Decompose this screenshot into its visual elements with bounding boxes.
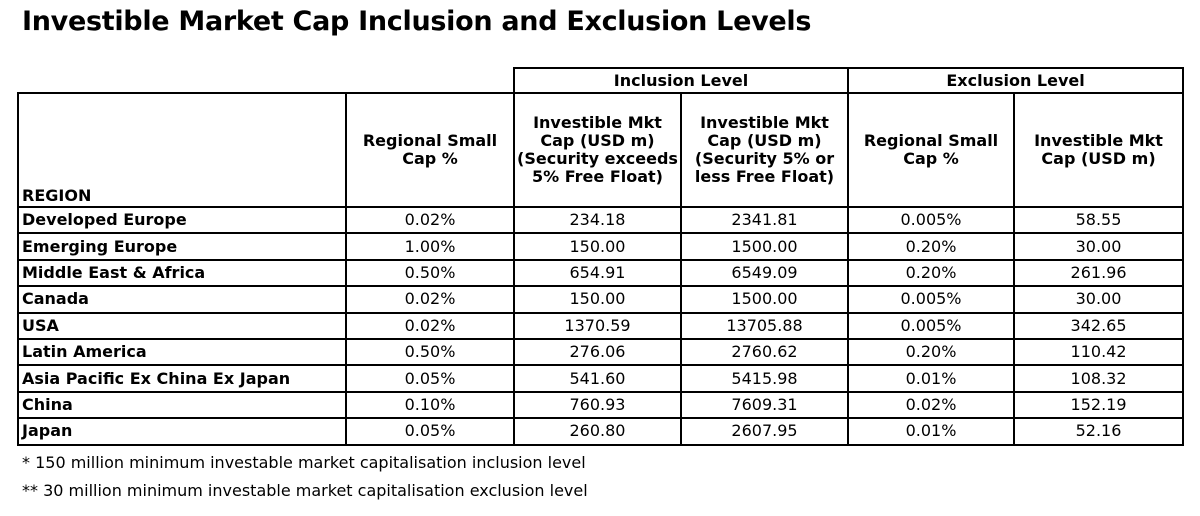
- region-cell: Middle East & Africa: [17, 258, 347, 288]
- exclusion-regional-small-cap-cell: 0.20%: [847, 232, 1016, 261]
- table-row: Developed Europe 0.02% 234.18 2341.81 0.005%…: [17, 205, 1185, 235]
- exclusion-mkt-cap-cell: 152.19: [1013, 390, 1185, 420]
- exclusion-regional-small-cap-cell: 0.005%: [847, 311, 1016, 340]
- inclusion-mkt-cap-exceeds-cell: 654.91: [513, 258, 682, 288]
- exclusion-mkt-cap-cell: 110.42: [1013, 337, 1185, 367]
- inclusion-mkt-cap-less-cell: 1500.00: [679, 232, 850, 261]
- table-row: Asia Pacific Ex China Ex Japan 0.05% 541.6…: [17, 364, 1185, 393]
- group-header-row: Inclusion Level Exclusion Level: [18, 67, 1185, 94]
- table-row: Latin America 0.50% 276.06 2760.62 0.20% 110.…: [17, 337, 1185, 367]
- inclusion-mkt-cap-exceeds-cell: 150.00: [513, 285, 682, 314]
- footnote-exclusion: ** 30 million minimum investable market …: [22, 481, 588, 500]
- exclusion-mkt-cap-cell: 108.32: [1013, 364, 1185, 393]
- exclusion-regional-small-cap-cell: 0.20%: [847, 258, 1016, 288]
- regional-small-cap-cell: 0.50%: [345, 337, 515, 367]
- inclusion-mkt-cap-less-cell: 2607.95: [679, 417, 850, 446]
- region-cell: Emerging Europe: [17, 232, 347, 261]
- regional-small-cap-cell: 0.02%: [345, 205, 515, 235]
- exclusion-mkt-cap-cell: 30.00: [1013, 232, 1185, 261]
- exclusion-mkt-cap-cell: 342.65: [1013, 311, 1185, 340]
- header-line: Cap %: [903, 149, 959, 168]
- inclusion-mkt-cap-exceeds-cell: 260.80: [513, 417, 682, 446]
- regional-small-cap-header: Regional Small Cap %: [345, 92, 515, 208]
- regional-small-cap-cell: 0.02%: [345, 285, 515, 314]
- region-cell: Japan: [17, 417, 347, 446]
- inclusion-mkt-cap-less-cell: 7609.31: [679, 390, 850, 420]
- header-line: Cap (USD m): [707, 131, 822, 150]
- table-row: Emerging Europe 1.00% 150.00 1500.00 0.20% 30…: [17, 232, 1185, 261]
- footnote-inclusion: * 150 million minimum investable market …: [22, 453, 586, 472]
- inclusion-mkt-cap-less-cell: 5415.98: [679, 364, 850, 393]
- region-cell: Latin America: [17, 337, 347, 367]
- exclusion-mkt-cap-cell: 30.00: [1013, 285, 1185, 314]
- header-line: less Free Float): [694, 167, 835, 186]
- regional-small-cap-cell: 1.00%: [345, 232, 515, 261]
- inclusion-mkt-cap-exceeds-cell: 760.93: [513, 390, 682, 420]
- inclusion-mkt-cap-less-cell: 1500.00: [679, 285, 850, 314]
- table-row: China 0.10% 760.93 7609.31 0.02% 152.19: [17, 390, 1185, 420]
- exclusion-regional-small-cap-cell: 0.02%: [847, 390, 1016, 420]
- table-body: Developed Europe 0.02% 234.18 2341.81 0.005%…: [17, 205, 1185, 446]
- exclusion-mkt-cap-cell: 58.55: [1013, 205, 1185, 235]
- header-line: Cap (USD m): [1041, 149, 1156, 168]
- inclusion-mkt-cap-less-header: Investible Mkt Cap (USD m) (Security 5% …: [679, 92, 850, 208]
- regional-small-cap-cell: 0.02%: [345, 311, 515, 340]
- exclusion-regional-small-cap-header: Regional Small Cap %: [847, 92, 1016, 208]
- region-column-header: REGION: [17, 92, 347, 208]
- exclusion-regional-small-cap-cell: 0.01%: [847, 417, 1016, 446]
- exclusion-regional-small-cap-cell: 0.20%: [847, 337, 1016, 367]
- header-line: (Security 5% or: [694, 149, 835, 168]
- region-cell: Developed Europe: [17, 205, 347, 235]
- table-row: Canada 0.02% 150.00 1500.00 0.005% 30.00: [17, 285, 1185, 314]
- inclusion-mkt-cap-exceeds-cell: 276.06: [513, 337, 682, 367]
- header-line: Cap %: [402, 149, 458, 168]
- inclusion-mkt-cap-less-cell: 2760.62: [679, 337, 850, 367]
- regional-small-cap-cell: 0.10%: [345, 390, 515, 420]
- inclusion-level-header: Inclusion Level: [512, 67, 850, 94]
- region-cell: Canada: [17, 285, 347, 314]
- inclusion-mkt-cap-exceeds-header: Investible Mkt Cap (USD m) (Security exc…: [513, 92, 682, 208]
- regional-small-cap-cell: 0.05%: [345, 364, 515, 393]
- inclusion-mkt-cap-less-cell: 2341.81: [679, 205, 850, 235]
- regional-small-cap-cell: 0.50%: [345, 258, 515, 288]
- exclusion-mkt-cap-cell: 261.96: [1013, 258, 1185, 288]
- blank-corner: [18, 68, 514, 93]
- inclusion-mkt-cap-exceeds-cell: 1370.59: [513, 311, 682, 340]
- exclusion-regional-small-cap-cell: 0.005%: [847, 285, 1016, 314]
- table-row: Japan 0.05% 260.80 2607.95 0.01% 52.16: [17, 417, 1185, 446]
- header-line: Regional Small: [863, 131, 999, 150]
- header-line: Regional Small: [362, 131, 498, 150]
- header-line: Cap (USD m): [540, 131, 655, 150]
- regional-small-cap-cell: 0.05%: [345, 417, 515, 446]
- inclusion-mkt-cap-exceeds-cell: 150.00: [513, 232, 682, 261]
- inclusion-mkt-cap-exceeds-cell: 234.18: [513, 205, 682, 235]
- header-line: (Security exceeds: [517, 149, 678, 168]
- header-line: 5% Free Float): [532, 167, 663, 186]
- inclusion-mkt-cap-less-cell: 13705.88: [679, 311, 850, 340]
- region-cell: USA: [17, 311, 347, 340]
- header-line: Investible Mkt: [1034, 131, 1163, 150]
- exclusion-mkt-cap-header: Investible Mkt Cap (USD m): [1013, 92, 1185, 208]
- exclusion-mkt-cap-cell: 52.16: [1013, 417, 1185, 446]
- inclusion-mkt-cap-exceeds-cell: 541.60: [513, 364, 682, 393]
- market-cap-table: Inclusion Level Exclusion Level REGION R…: [17, 67, 1185, 446]
- table-row: USA 0.02% 1370.59 13705.88 0.005% 342.65: [17, 311, 1185, 340]
- exclusion-regional-small-cap-cell: 0.01%: [847, 364, 1016, 393]
- exclusion-regional-small-cap-cell: 0.005%: [847, 205, 1016, 235]
- header-line: Investible Mkt: [700, 113, 829, 132]
- column-header-row: REGION Regional Small Cap % Investible M…: [17, 92, 1185, 208]
- inclusion-mkt-cap-less-cell: 6549.09: [679, 258, 850, 288]
- region-cell: Asia Pacific Ex China Ex Japan: [17, 364, 347, 393]
- exclusion-level-header: Exclusion Level: [847, 67, 1185, 94]
- page-title: Investible Market Cap Inclusion and Excl…: [22, 6, 812, 37]
- table-row: Middle East & Africa 0.50% 654.91 6549.09 0.…: [17, 258, 1185, 288]
- region-cell: China: [17, 390, 347, 420]
- header-line: Investible Mkt: [533, 113, 662, 132]
